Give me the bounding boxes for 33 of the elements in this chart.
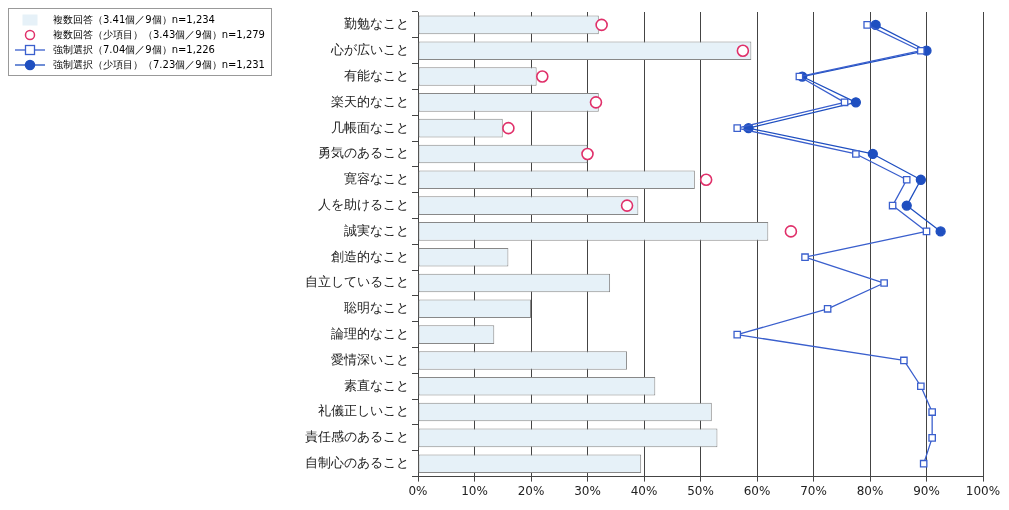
x-tick-label: 30% [574,483,601,498]
y-tick-label: 勇気のあること [318,145,409,161]
y-tick-label: 素直なこと [344,377,409,393]
y-tick-label: 愛情深いこと [331,351,409,367]
x-tick-label: 10% [461,483,488,498]
y-tick-label: 誠実なこと [344,222,409,238]
y-tick-label: 責任感のあること [305,429,409,445]
x-tick-label: 0% [408,483,428,498]
y-tick-label: 聡明なこと [344,300,409,316]
x-tick-label: 60% [743,483,771,498]
x-tick-label: 20% [517,483,545,498]
legend-label: 強制選択（少項目）（7.23個／9個）n=1,231 [53,58,265,72]
x-tick-label: 100% [965,483,1001,498]
legend-label: 複数回答（3.41個／9個）n=1,234 [53,13,215,27]
y-tick-label: 几帳面なこと [331,119,409,135]
y-tick-label: 勤勉なこと [344,16,409,32]
y-tick-label: 寛容なこと [344,171,409,187]
y-tick-label: 人を助けること [318,196,409,212]
y-tick-label: 自立していること [305,274,409,290]
y-tick-label: 心が広いこと [330,42,409,58]
y-tick-label: 有能なこと [344,67,409,83]
y-tick-label: 創造的なこと [331,248,409,264]
x-tick-label: 90% [913,483,940,498]
y-tick-label: 楽天的なこと [331,93,409,109]
legend-label: 複数回答（少項目）（3.43個／9個）n=1,279 [53,28,265,42]
x-tick-label: 40% [630,483,658,498]
legend-label: 強制選択（7.04個／9個）n=1,226 [53,43,215,57]
x-tick-label: 50% [687,483,714,498]
y-tick-label: 礼儀正しいこと [318,403,409,419]
x-tick-label: 80% [856,483,884,498]
y-tick-label: 自制心のあること [305,455,409,471]
y-tick-label: 論理的なこと [331,326,409,342]
x-tick-label: 70% [800,483,827,498]
